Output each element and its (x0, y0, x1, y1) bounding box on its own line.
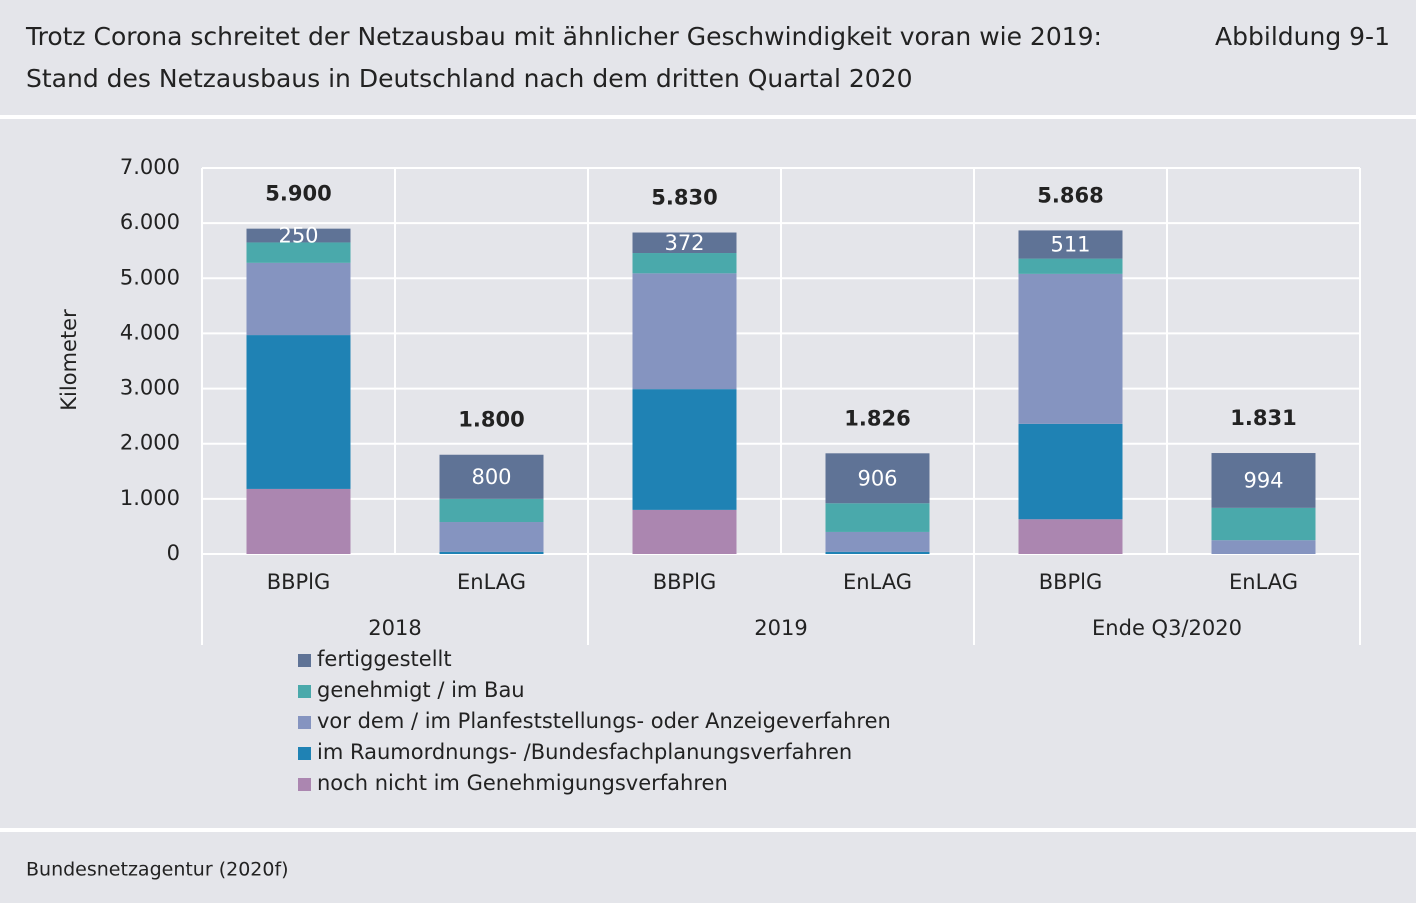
legend-swatch (298, 778, 311, 791)
y-tick-label: 1.000 (120, 486, 180, 510)
bar-segment (632, 389, 737, 510)
bar-segment (246, 242, 351, 263)
y-tick-label: 7.000 (120, 155, 180, 179)
bar-segment (439, 551, 544, 554)
bar-segment (246, 228, 351, 243)
data-label: 994 (1243, 468, 1283, 492)
bar-segment (439, 522, 544, 552)
separator (0, 828, 1416, 832)
bar-segment (825, 551, 930, 554)
total-label: 1.831 (1230, 406, 1296, 430)
data-label: 800 (471, 465, 511, 489)
x-tick-label: BBPlG (267, 570, 331, 594)
x-tick-label: EnLAG (1229, 570, 1298, 594)
bar-segment (1018, 258, 1123, 274)
bar-segment (1018, 423, 1123, 520)
bar-segment (632, 253, 737, 274)
bar-segment (1018, 519, 1123, 554)
bar-segment (1211, 453, 1316, 508)
legend-label: vor dem / im Planfeststellungs- oder Anz… (317, 709, 891, 733)
x-tick-label: BBPlG (1039, 570, 1103, 594)
total-label: 1.800 (458, 408, 524, 432)
bar-segment (825, 503, 930, 532)
bar-segment (632, 509, 737, 554)
y-tick-label: 0 (167, 541, 180, 565)
data-label: 372 (664, 231, 704, 255)
legend-swatch (298, 747, 311, 760)
y-tick-label: 4.000 (120, 320, 180, 344)
y-tick-label: 3.000 (120, 376, 180, 400)
legend-swatch (298, 654, 311, 667)
y-tick-label: 6.000 (120, 210, 180, 234)
total-label: 5.900 (265, 182, 331, 206)
bar-segment (1018, 230, 1123, 259)
group-label: Ende Q3/2020 (1092, 616, 1242, 640)
bar-segment (632, 232, 737, 254)
legend-label: genehmigt / im Bau (317, 678, 525, 702)
data-label: 906 (857, 466, 897, 490)
bar-segment (825, 531, 930, 552)
separator (0, 115, 1416, 119)
legend-label: noch nicht im Genehmigungsverfahren (317, 771, 728, 795)
y-tick-label: 5.000 (120, 265, 180, 289)
x-tick-label: BBPlG (653, 570, 717, 594)
chart-title: Trotz Corona schreitet der Netzausbau mi… (25, 22, 1102, 51)
data-label: 250 (278, 224, 318, 248)
data-label: 511 (1050, 233, 1090, 257)
bar-segment (632, 273, 737, 390)
chart-subtitle: Stand des Netzausbaus in Deutschland nac… (26, 64, 913, 93)
bar-segment (246, 335, 351, 489)
y-tick-label: 2.000 (120, 431, 180, 455)
source: Bundesnetzagentur (2020f) (26, 859, 289, 881)
group-label: 2019 (754, 616, 807, 640)
legend-label: fertiggestellt (317, 647, 452, 671)
x-tick-label: EnLAG (457, 570, 526, 594)
legend-swatch (298, 685, 311, 698)
bar-segment (1018, 273, 1123, 424)
legend-swatch (298, 716, 311, 729)
bar-segment (1211, 507, 1316, 541)
total-label: 1.826 (844, 406, 910, 430)
bar-segment (439, 498, 544, 523)
total-label: 5.868 (1037, 183, 1103, 207)
bar-segment (439, 454, 544, 499)
x-tick-label: EnLAG (843, 570, 912, 594)
bar-segment (825, 453, 930, 504)
figure-label: Abbildung 9-1 (1215, 22, 1390, 51)
bar-segment (246, 262, 351, 336)
total-label: 5.830 (651, 186, 717, 210)
bar-segment (246, 488, 351, 554)
y-axis-title: Kilometer (57, 309, 81, 411)
legend-label: im Raumordnungs- /Bundesfachplanungsverf… (317, 740, 852, 764)
bar-segment (1211, 540, 1316, 554)
group-label: 2018 (368, 616, 421, 640)
